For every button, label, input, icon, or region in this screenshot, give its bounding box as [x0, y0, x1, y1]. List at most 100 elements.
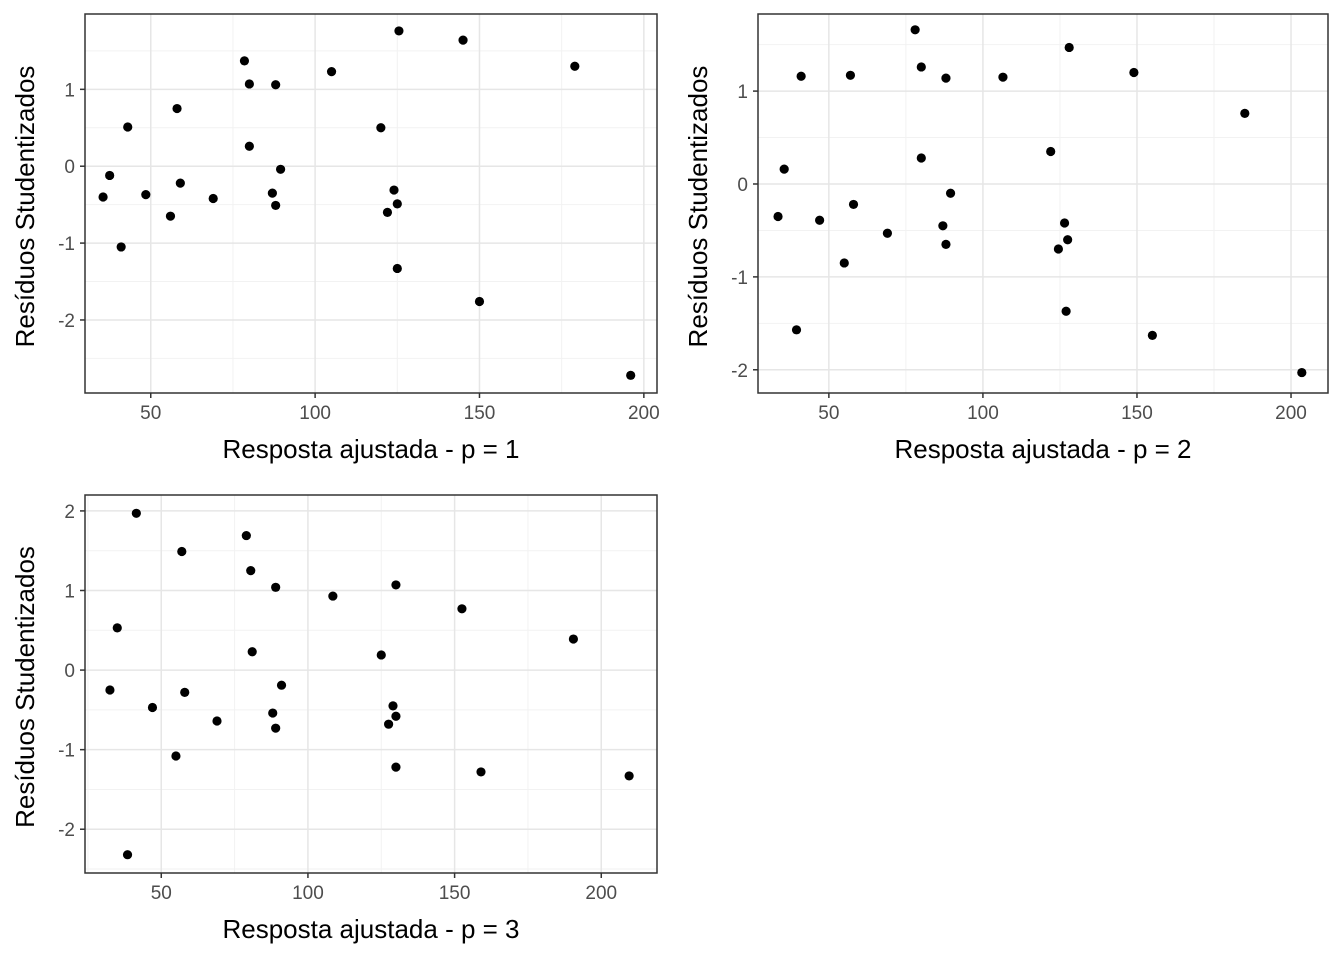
y-tick-label: 0 [64, 157, 75, 178]
data-point [779, 164, 789, 174]
data-point [105, 685, 115, 695]
y-axis-title: Resíduos Studentizados [10, 66, 40, 348]
x-tick-label: 150 [464, 403, 496, 424]
data-point [773, 211, 783, 222]
x-axis-title: Resposta ajustada - p = 2 [894, 434, 1191, 464]
data-point [1053, 244, 1064, 254]
data-point [848, 199, 859, 210]
data-point [268, 708, 278, 718]
x-tick-label: 50 [151, 883, 172, 904]
data-point [376, 650, 386, 660]
data-point [180, 687, 190, 697]
data-point [839, 258, 849, 268]
data-point [271, 200, 281, 211]
data-point [171, 751, 181, 761]
y-tick-label: -2 [58, 311, 75, 332]
panel-border [84, 13, 658, 394]
data-point [391, 762, 401, 772]
x-tick-label: 50 [818, 403, 839, 424]
panel-background [85, 14, 657, 393]
data-point [392, 199, 402, 209]
data-point [916, 153, 926, 163]
data-point [458, 35, 468, 45]
panel-background [85, 495, 657, 873]
data-point [141, 190, 151, 200]
data-point [112, 623, 122, 633]
data-point [326, 67, 337, 77]
data-point [175, 178, 185, 188]
data-point [391, 711, 401, 721]
data-point [791, 325, 802, 335]
y-tick-label: 0 [737, 175, 748, 196]
data-point [626, 370, 636, 380]
data-point [476, 767, 486, 777]
y-tick-label: 1 [737, 82, 748, 103]
data-point [177, 546, 187, 557]
panel-background [758, 14, 1328, 393]
data-point [165, 211, 176, 221]
data-point [116, 242, 126, 252]
y-tick-label: 1 [64, 581, 75, 602]
y-axis-title: Resíduos Studentizados [10, 546, 40, 828]
x-tick-label: 150 [1121, 403, 1153, 424]
scatter-panel-p2: 50 100 150 200 -2 -1 0 1 Resposta ajustada - p =… [683, 13, 1329, 464]
y-tick-label: 1 [64, 80, 75, 101]
data-point [247, 647, 257, 657]
data-point [276, 680, 287, 690]
y-tick-label: -2 [731, 361, 748, 382]
data-point [376, 123, 386, 133]
data-point [212, 716, 222, 726]
data-point [941, 73, 951, 83]
x-tick-label: 150 [439, 883, 471, 904]
data-point [796, 71, 806, 81]
data-point [945, 188, 956, 198]
data-point [1147, 330, 1157, 341]
data-point [916, 62, 926, 72]
x-tick-label: 200 [585, 883, 617, 904]
data-point [1063, 235, 1073, 245]
data-point [845, 70, 856, 80]
x-tick-label: 100 [292, 883, 324, 904]
data-point [244, 79, 254, 89]
data-point [570, 61, 580, 71]
data-point [1064, 42, 1074, 53]
y-tick-label: -1 [58, 234, 75, 255]
data-point [131, 508, 141, 518]
panel-border [84, 494, 658, 874]
data-point [457, 604, 467, 614]
data-point [246, 566, 256, 576]
data-point [275, 164, 286, 174]
data-point [98, 192, 108, 202]
data-point [123, 122, 133, 132]
data-point [938, 221, 948, 231]
data-point [815, 215, 825, 225]
y-tick-label: -1 [731, 268, 748, 289]
data-point [1129, 67, 1139, 78]
data-point [244, 141, 254, 151]
y-tick-label: -2 [58, 820, 75, 841]
data-point [1046, 146, 1056, 157]
data-point [1240, 108, 1250, 118]
data-point [998, 72, 1008, 82]
data-point [910, 25, 920, 35]
data-point [1059, 218, 1070, 228]
data-point [882, 228, 893, 238]
x-axis-title: Resposta ajustada - p = 3 [222, 914, 519, 944]
data-point [239, 56, 250, 66]
scatter-panel-p3: 50 100 150 200 -2 -1 0 1 2 Resposta ajustada - p … [10, 494, 658, 944]
data-point [147, 702, 158, 713]
data-point [328, 591, 338, 601]
y-tick-label: 2 [64, 502, 75, 523]
data-point [388, 701, 398, 711]
data-point [474, 296, 485, 307]
data-point [122, 850, 133, 860]
x-tick-label: 200 [1275, 403, 1307, 424]
x-tick-label: 50 [140, 403, 161, 424]
data-point [941, 239, 951, 249]
data-point [105, 170, 115, 181]
data-point [271, 80, 281, 90]
y-tick-label: -1 [58, 741, 75, 762]
data-point [208, 193, 218, 204]
data-point [1061, 306, 1071, 316]
